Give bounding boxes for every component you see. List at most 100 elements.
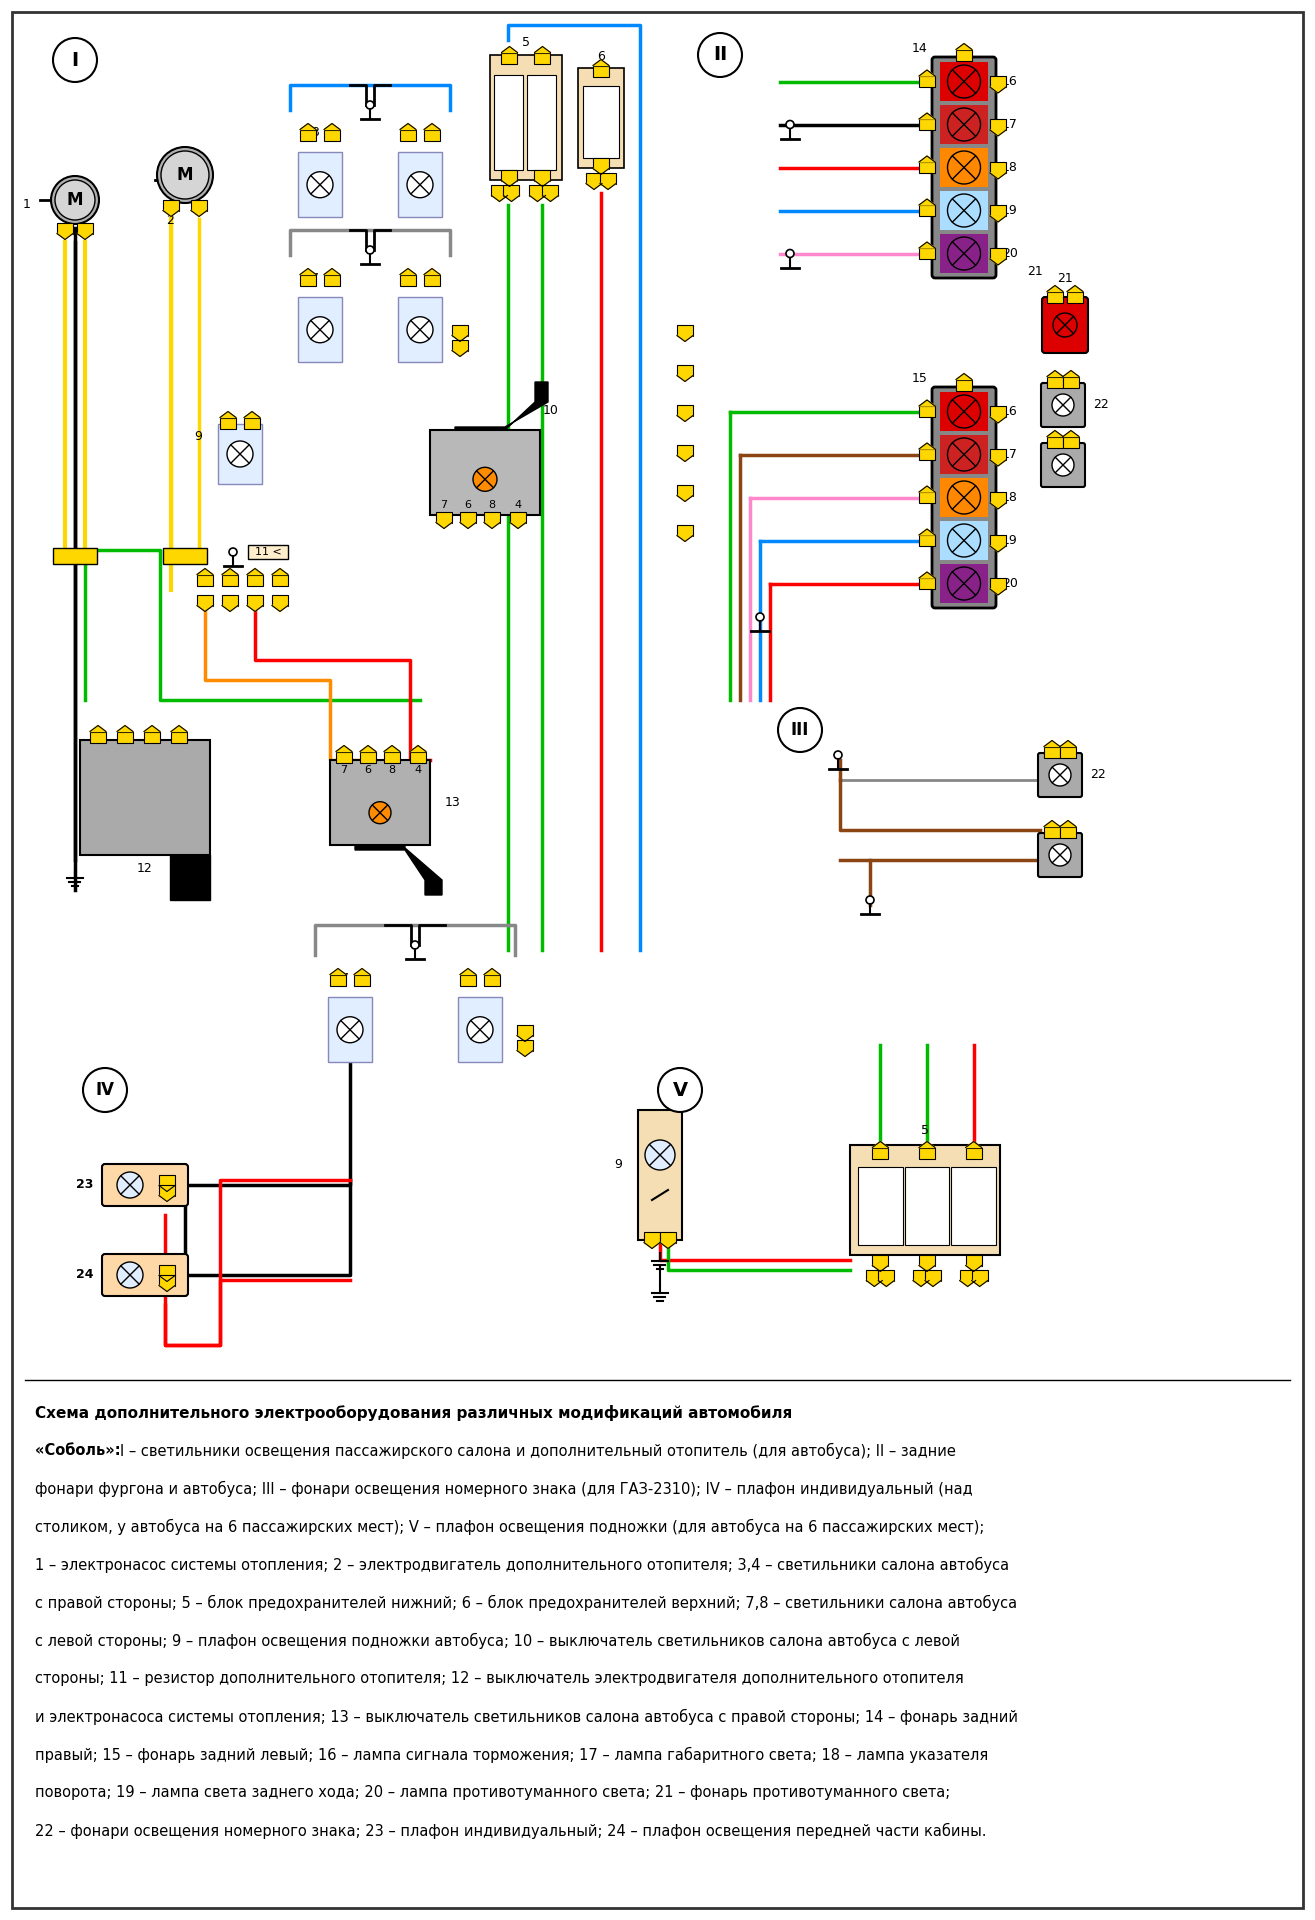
Circle shape: [306, 171, 333, 198]
FancyBboxPatch shape: [527, 75, 556, 171]
Polygon shape: [919, 1142, 935, 1148]
Polygon shape: [919, 156, 935, 161]
Circle shape: [83, 1068, 128, 1112]
Polygon shape: [57, 234, 74, 240]
Polygon shape: [197, 568, 213, 574]
FancyBboxPatch shape: [919, 248, 935, 259]
Text: 1: 1: [970, 1173, 977, 1183]
Polygon shape: [919, 242, 935, 248]
Text: 18: 18: [1002, 492, 1018, 503]
FancyBboxPatch shape: [145, 732, 160, 743]
Polygon shape: [919, 1265, 935, 1271]
FancyBboxPatch shape: [579, 67, 625, 169]
Polygon shape: [484, 522, 500, 528]
Circle shape: [756, 612, 764, 620]
Polygon shape: [543, 196, 559, 202]
Circle shape: [117, 1261, 143, 1288]
Polygon shape: [1044, 741, 1060, 747]
FancyBboxPatch shape: [940, 234, 988, 273]
Text: 20: 20: [1002, 578, 1018, 589]
Text: I: I: [71, 50, 79, 69]
Text: 8: 8: [388, 764, 396, 776]
Polygon shape: [222, 605, 238, 611]
Polygon shape: [956, 44, 972, 50]
FancyBboxPatch shape: [400, 275, 416, 286]
Text: с левой стороны; 9 – плафон освещения подножки автобуса; 10 – выключатель светил: с левой стороны; 9 – плафон освещения по…: [36, 1634, 960, 1649]
FancyBboxPatch shape: [197, 595, 213, 605]
Polygon shape: [410, 745, 426, 751]
Polygon shape: [423, 269, 441, 275]
Polygon shape: [360, 745, 376, 751]
Polygon shape: [400, 123, 416, 129]
Text: 17: 17: [1002, 447, 1018, 461]
Text: 19: 19: [1002, 534, 1018, 547]
Polygon shape: [1063, 430, 1080, 436]
FancyBboxPatch shape: [940, 564, 988, 603]
Text: В: В: [505, 129, 513, 138]
Text: 16А: 16А: [963, 1200, 985, 1210]
Circle shape: [948, 396, 981, 428]
Text: поворота; 19 – лампа света заднего хода; 20 – лампа противотуманного света; 21 –: поворота; 19 – лампа света заднего хода;…: [36, 1786, 951, 1801]
FancyBboxPatch shape: [1041, 444, 1085, 488]
FancyBboxPatch shape: [103, 1254, 188, 1296]
Polygon shape: [354, 968, 370, 975]
FancyBboxPatch shape: [249, 545, 288, 559]
FancyBboxPatch shape: [163, 547, 206, 564]
Polygon shape: [460, 968, 476, 975]
Circle shape: [412, 941, 419, 948]
Polygon shape: [272, 568, 288, 574]
FancyBboxPatch shape: [919, 1254, 935, 1265]
FancyBboxPatch shape: [913, 1269, 928, 1281]
Circle shape: [53, 38, 97, 83]
FancyBboxPatch shape: [534, 52, 551, 63]
FancyBboxPatch shape: [924, 1269, 942, 1281]
FancyBboxPatch shape: [103, 1164, 188, 1206]
FancyBboxPatch shape: [677, 445, 693, 455]
FancyBboxPatch shape: [660, 1231, 676, 1242]
FancyBboxPatch shape: [501, 52, 518, 63]
Text: 2: 2: [166, 213, 174, 227]
FancyBboxPatch shape: [990, 161, 1006, 173]
Text: 16: 16: [1002, 75, 1018, 88]
FancyBboxPatch shape: [323, 275, 341, 286]
Circle shape: [834, 751, 842, 758]
FancyBboxPatch shape: [191, 200, 206, 211]
FancyBboxPatch shape: [990, 205, 1006, 217]
FancyBboxPatch shape: [330, 975, 346, 985]
FancyBboxPatch shape: [956, 50, 972, 61]
FancyBboxPatch shape: [677, 484, 693, 495]
Text: 8А: 8А: [873, 1200, 888, 1210]
Circle shape: [55, 180, 95, 221]
Circle shape: [337, 1018, 363, 1043]
FancyBboxPatch shape: [644, 1231, 660, 1242]
Circle shape: [948, 65, 981, 98]
Polygon shape: [600, 184, 615, 190]
FancyBboxPatch shape: [600, 173, 615, 184]
FancyBboxPatch shape: [956, 380, 972, 390]
FancyBboxPatch shape: [677, 365, 693, 376]
Polygon shape: [990, 461, 1006, 467]
Polygon shape: [330, 968, 346, 975]
FancyBboxPatch shape: [638, 1110, 682, 1240]
FancyBboxPatch shape: [919, 405, 935, 417]
Text: 4: 4: [414, 764, 422, 776]
Text: с правой стороны; 5 – блок предохранителей нижний; 6 – блок предохранителей верх: с правой стороны; 5 – блок предохранител…: [36, 1596, 1016, 1611]
FancyBboxPatch shape: [919, 205, 935, 217]
FancyBboxPatch shape: [398, 152, 442, 217]
Circle shape: [867, 897, 874, 904]
FancyBboxPatch shape: [247, 574, 263, 586]
FancyBboxPatch shape: [423, 275, 441, 286]
FancyBboxPatch shape: [430, 430, 540, 515]
Polygon shape: [222, 568, 238, 574]
FancyBboxPatch shape: [990, 119, 1006, 131]
Polygon shape: [484, 968, 500, 975]
FancyBboxPatch shape: [218, 424, 262, 484]
Polygon shape: [159, 1185, 175, 1192]
FancyBboxPatch shape: [990, 492, 1006, 503]
Text: 13: 13: [444, 797, 460, 808]
Polygon shape: [1047, 286, 1063, 292]
Polygon shape: [1060, 820, 1076, 826]
Text: 3: 3: [877, 1173, 884, 1183]
Text: Е: Е: [597, 131, 605, 140]
FancyBboxPatch shape: [12, 12, 1303, 1908]
